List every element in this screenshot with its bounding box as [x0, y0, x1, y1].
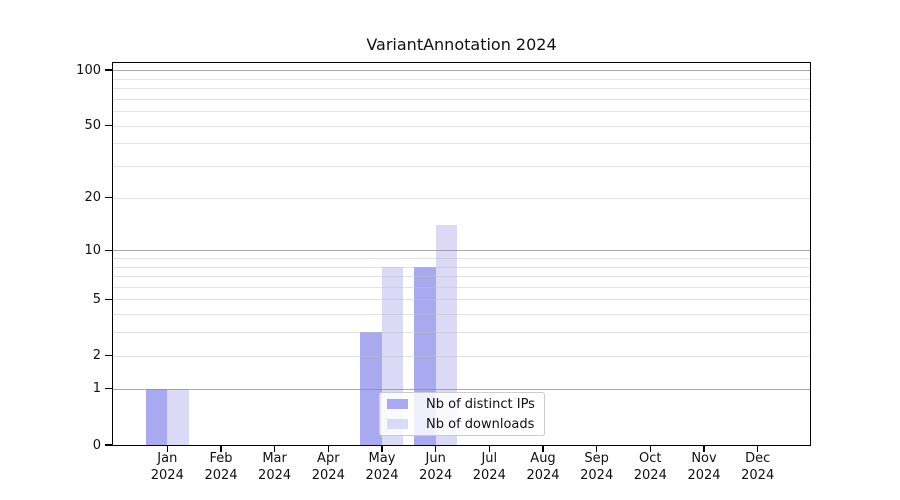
- x-axis-tick: [488, 446, 490, 452]
- x-axis-tick: [757, 446, 759, 452]
- x-axis-tick: [703, 446, 705, 452]
- bar-distinct-ips: [145, 388, 168, 445]
- minor-gridline: [113, 143, 810, 145]
- major-gridline: [113, 388, 810, 390]
- x-axis-tick: [327, 446, 329, 452]
- x-axis-tick: [596, 446, 598, 452]
- x-axis-tick-label: Jun 2024: [419, 451, 453, 483]
- y-axis-tick: [105, 249, 112, 251]
- minor-gridline: [113, 87, 810, 89]
- x-axis-tick-label: Oct 2024: [633, 451, 667, 483]
- bar-downloads: [435, 225, 458, 445]
- x-axis-tick: [435, 446, 437, 452]
- legend-label-downloads: Nb of downloads: [426, 416, 535, 432]
- x-axis-tick: [381, 446, 383, 452]
- minor-gridline: [113, 299, 810, 301]
- major-gridline: [113, 250, 810, 252]
- y-axis-tick-label: 1: [92, 381, 101, 397]
- legend-item-distinct-ips: Nb of distinct IPs: [387, 398, 544, 411]
- minor-gridline: [113, 111, 810, 112]
- minor-gridline: [113, 355, 810, 357]
- y-axis-tick: [105, 69, 112, 71]
- y-axis-tick: [105, 388, 112, 390]
- x-axis-tick-label: Aug 2024: [526, 451, 560, 483]
- y-axis-tick: [105, 444, 112, 446]
- x-axis-tick: [542, 446, 544, 452]
- x-axis-tick-label: Sep 2024: [580, 451, 614, 483]
- x-axis-tick: [166, 446, 168, 452]
- x-axis-tick-label: Jul 2024: [472, 451, 506, 483]
- minor-gridline: [113, 78, 810, 80]
- x-axis-tick-label: Jan 2024: [150, 451, 184, 483]
- y-axis-tick-label: 2: [92, 348, 101, 364]
- legend-label-distinct-ips: Nb of distinct IPs: [426, 396, 535, 412]
- minor-gridline: [113, 166, 810, 167]
- minor-gridline: [113, 125, 810, 127]
- minor-gridline: [113, 314, 810, 316]
- minor-gridline: [113, 197, 810, 199]
- y-axis-tick-label: 50: [84, 118, 101, 133]
- x-axis-tick-label: Dec 2024: [741, 451, 775, 483]
- legend-item-downloads: Nb of downloads: [387, 418, 544, 431]
- bar-downloads: [167, 388, 189, 445]
- y-axis-tick-label: 5: [92, 291, 101, 307]
- major-gridline: [113, 70, 810, 71]
- x-axis-tick-label: Nov 2024: [687, 451, 721, 483]
- y-axis-tick: [105, 298, 112, 301]
- minor-gridline: [113, 98, 810, 100]
- y-axis-tick-label: 100: [76, 62, 101, 78]
- legend: Nb of distinct IPs Nb of downloads: [379, 392, 545, 436]
- x-axis-tick-label: May 2024: [365, 451, 399, 483]
- x-axis-tick: [649, 446, 651, 452]
- legend-swatch-distinct-ips: [387, 399, 408, 409]
- x-axis-tick-label: Apr 2024: [311, 451, 345, 483]
- minor-gridline: [113, 276, 810, 277]
- minor-gridline: [113, 286, 810, 288]
- x-axis-tick-label: Mar 2024: [258, 451, 292, 483]
- plot-border: [112, 62, 811, 446]
- minor-gridline: [113, 266, 810, 268]
- legend-swatch-downloads: [387, 419, 408, 429]
- y-axis-tick: [105, 196, 112, 199]
- x-axis-tick-label: Feb 2024: [204, 451, 238, 483]
- y-axis-tick-label: 10: [84, 242, 101, 258]
- chart-title: VariantAnnotation 2024: [366, 35, 557, 54]
- minor-gridline: [113, 257, 810, 259]
- y-axis-tick-label: 0: [92, 437, 101, 453]
- minor-gridline: [113, 332, 810, 334]
- plot-area: [113, 63, 810, 445]
- x-axis-tick: [273, 446, 276, 452]
- x-axis-tick: [220, 446, 222, 452]
- y-axis-tick-label: 20: [84, 190, 101, 206]
- y-axis-tick: [105, 124, 112, 127]
- y-axis-tick: [105, 355, 112, 357]
